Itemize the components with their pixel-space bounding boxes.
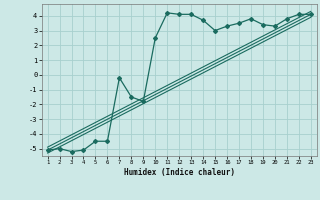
X-axis label: Humidex (Indice chaleur): Humidex (Indice chaleur) — [124, 168, 235, 177]
